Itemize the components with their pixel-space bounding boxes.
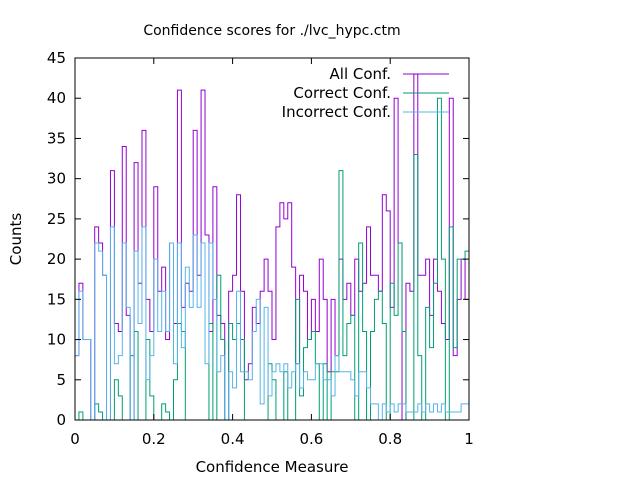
y-tick-label: 20 <box>47 250 66 268</box>
chart-title: Confidence scores for ./lvc_hypc.ctm <box>143 23 400 39</box>
series-layer <box>75 73 469 421</box>
y-tick-label: 45 <box>47 49 66 67</box>
legend-label: All Conf. <box>330 65 391 83</box>
y-tick-label: 15 <box>47 290 66 308</box>
series-line-3 <box>75 226 469 421</box>
x-tick-label: 0.2 <box>142 430 166 448</box>
legend-label: Incorrect Conf. <box>282 103 391 121</box>
y-tick-label: 35 <box>47 129 66 147</box>
x-tick-label: 0.8 <box>378 430 402 448</box>
legend-label: Correct Conf. <box>293 84 391 102</box>
y-tick-label: 10 <box>47 331 66 349</box>
legend: All Conf.Correct Conf.Incorrect Conf. <box>282 65 449 121</box>
plot-frame <box>74 57 470 421</box>
x-tick-label: 0.4 <box>221 430 245 448</box>
y-tick-label: 0 <box>56 411 66 429</box>
y-tick-label: 5 <box>56 371 66 389</box>
y-tick-label: 30 <box>47 170 66 188</box>
y-tick-label: 40 <box>47 89 66 107</box>
y-tick-label: 25 <box>47 210 66 228</box>
x-axis-label: Confidence Measure <box>196 458 349 476</box>
y-axis-label: Counts <box>7 213 25 266</box>
x-tick-label: 1 <box>464 430 474 448</box>
x-tick-label: 0 <box>70 430 80 448</box>
x-tick-label: 0.6 <box>299 430 323 448</box>
